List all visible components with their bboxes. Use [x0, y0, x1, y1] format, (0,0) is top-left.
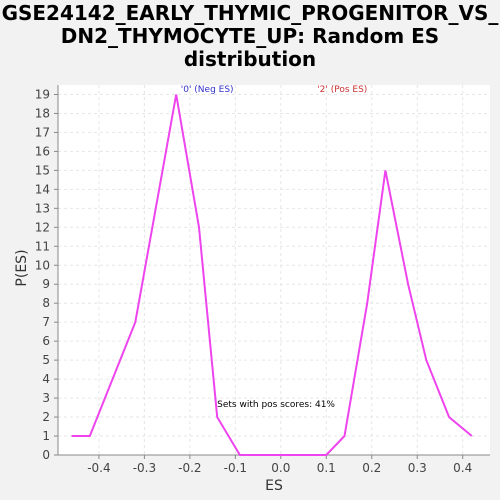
y-tick-label: 2	[42, 410, 50, 424]
chart-title-line-2: DN2_THYMOCYTE_UP: Random ES	[60, 24, 440, 48]
y-tick-label: 8	[42, 296, 50, 310]
y-tick-label: 17	[35, 125, 50, 139]
tick-labels: -0.4 -0.3 -0.2 -0.1 0.0 0.1 0.2 0.3 0.4012345678…	[35, 87, 473, 475]
y-tick-label: 11	[35, 239, 50, 253]
chart-title-line-1: GSE24142_EARLY_THYMIC_PROGENITOR_VS_	[1, 1, 499, 25]
series-line	[71, 94, 473, 456]
chart-annotation: '0' (Neg ES)	[181, 85, 234, 95]
y-tick-label: 0	[42, 448, 50, 462]
y-tick-label: 18	[35, 106, 50, 120]
x-tick-label: 0.1	[317, 461, 336, 475]
series-lines	[71, 94, 473, 456]
x-tick-label: 0.4	[453, 461, 472, 475]
x-tick-label: 0.3	[408, 461, 427, 475]
y-tick-label: 9	[42, 277, 50, 291]
y-tick-label: 3	[42, 391, 50, 405]
chart-annotation: '2' (Pos ES)	[317, 85, 367, 95]
y-tick-label: 12	[35, 220, 50, 234]
annotations: '0' (Neg ES) '2' (Pos ES) Sets with pos sc…	[181, 85, 368, 410]
chart-title: GSE24142_EARLY_THYMIC_PROGENITOR_VS_ DN2…	[0, 2, 500, 71]
y-tick-label: 13	[35, 201, 50, 215]
chart-annotation: Sets with pos scores: 41%	[217, 400, 335, 410]
y-tick-label: 6	[42, 334, 50, 348]
x-tick-label: -0.3	[133, 461, 156, 475]
x-axis-label: ES	[265, 478, 283, 494]
y-tick-label: 5	[42, 353, 50, 367]
y-tick-label: 16	[35, 144, 50, 158]
y-axis-label: P(ES)	[14, 249, 30, 286]
y-tick-label: 19	[35, 87, 50, 101]
x-tick-label: 0.2	[362, 461, 381, 475]
chart-title-line-3: distribution	[183, 47, 317, 71]
plot-background	[58, 85, 490, 455]
y-tick-label: 7	[42, 315, 50, 329]
x-tick-label: -0.2	[178, 461, 201, 475]
x-tick-label: -0.4	[87, 461, 110, 475]
y-tick-label: 4	[42, 372, 50, 386]
y-tick-label: 15	[35, 163, 50, 177]
y-tick-label: 14	[35, 182, 50, 196]
x-tick-label: -0.1	[224, 461, 247, 475]
y-tick-label: 1	[42, 429, 50, 443]
x-tick-label: 0.0	[271, 461, 290, 475]
grid-lines	[58, 85, 490, 456]
y-tick-label: 10	[35, 258, 50, 272]
